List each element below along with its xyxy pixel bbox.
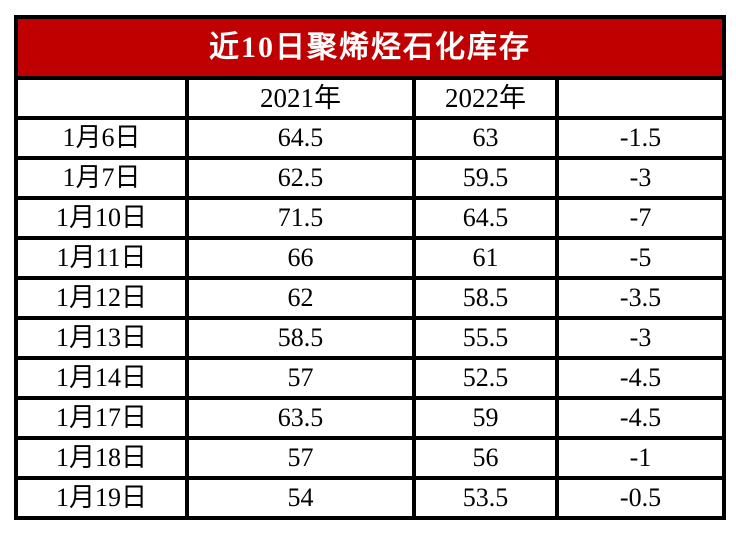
table-row: 1月13日 58.5 55.5 -3 [14, 316, 726, 360]
date-cell: 1月18日 [14, 436, 189, 480]
diff-cell: -3 [555, 156, 726, 200]
diff-cell: -1.5 [555, 116, 726, 160]
value-2021-cell: 62 [185, 276, 416, 320]
table-row: 1月17日 63.5 59 -4.5 [14, 396, 726, 440]
diff-cell: -4.5 [555, 356, 726, 400]
value-2021-cell: 64.5 [185, 116, 416, 160]
value-2021-cell: 57 [185, 436, 416, 480]
diff-cell: -5 [555, 236, 726, 280]
inventory-table-container: 近10日聚烯烃石化库存 2021年 2022年 1月6日 64.5 63 -1.… [14, 15, 726, 520]
table-row: 1月11日 66 61 -5 [14, 236, 726, 280]
date-cell: 1月7日 [14, 156, 189, 200]
date-cell: 1月12日 [14, 276, 189, 320]
value-2021-cell: 66 [185, 236, 416, 280]
value-2022-cell: 61 [412, 236, 559, 280]
diff-cell: -1 [555, 436, 726, 480]
value-2022-cell: 55.5 [412, 316, 559, 360]
value-2022-cell: 59.5 [412, 156, 559, 200]
value-2021-cell: 58.5 [185, 316, 416, 360]
date-cell: 1月17日 [14, 396, 189, 440]
header-diff-cell [555, 76, 726, 120]
value-2021-cell: 54 [185, 476, 416, 520]
date-cell: 1月19日 [14, 476, 189, 520]
table-row: 1月18日 57 56 -1 [14, 436, 726, 480]
value-2022-cell: 64.5 [412, 196, 559, 240]
table-row: 1月10日 71.5 64.5 -7 [14, 196, 726, 240]
table-row: 1月19日 54 53.5 -0.5 [14, 476, 726, 520]
diff-cell: -7 [555, 196, 726, 240]
header-row: 2021年 2022年 [14, 76, 726, 120]
value-2022-cell: 63 [412, 116, 559, 160]
table-title: 近10日聚烯烃石化库存 [14, 15, 726, 80]
date-cell: 1月10日 [14, 196, 189, 240]
value-2022-cell: 52.5 [412, 356, 559, 400]
value-2021-cell: 62.5 [185, 156, 416, 200]
date-cell: 1月13日 [14, 316, 189, 360]
table-row: 1月12日 62 58.5 -3.5 [14, 276, 726, 320]
title-row: 近10日聚烯烃石化库存 [14, 15, 726, 80]
value-2021-cell: 63.5 [185, 396, 416, 440]
table-row: 1月7日 62.5 59.5 -3 [14, 156, 726, 200]
date-cell: 1月6日 [14, 116, 189, 160]
table-row: 1月6日 64.5 63 -1.5 [14, 116, 726, 160]
date-cell: 1月11日 [14, 236, 189, 280]
header-date-cell [14, 76, 189, 120]
value-2022-cell: 59 [412, 396, 559, 440]
diff-cell: -3 [555, 316, 726, 360]
value-2021-cell: 57 [185, 356, 416, 400]
table-row: 1月14日 57 52.5 -4.5 [14, 356, 726, 400]
value-2021-cell: 71.5 [185, 196, 416, 240]
diff-cell: -0.5 [555, 476, 726, 520]
date-cell: 1月14日 [14, 356, 189, 400]
header-2021-cell: 2021年 [185, 76, 416, 120]
header-2022-cell: 2022年 [412, 76, 559, 120]
value-2022-cell: 58.5 [412, 276, 559, 320]
inventory-table: 近10日聚烯烃石化库存 2021年 2022年 1月6日 64.5 63 -1.… [14, 15, 726, 520]
diff-cell: -4.5 [555, 396, 726, 440]
value-2022-cell: 53.5 [412, 476, 559, 520]
diff-cell: -3.5 [555, 276, 726, 320]
value-2022-cell: 56 [412, 436, 559, 480]
